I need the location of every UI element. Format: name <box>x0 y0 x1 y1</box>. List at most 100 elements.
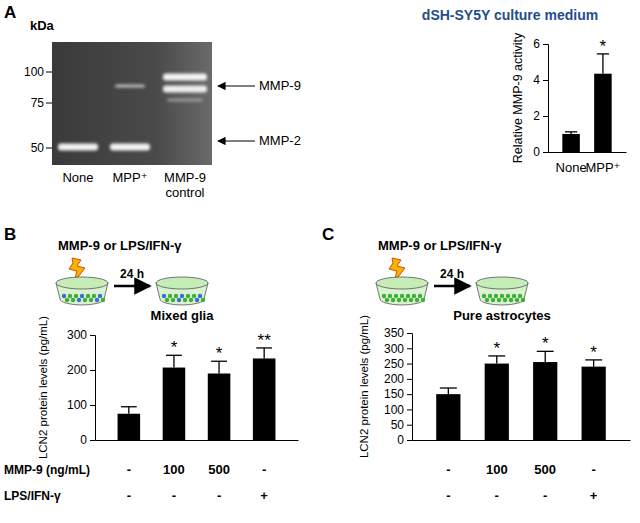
y-axis-title: LCN2 protein levels (pg/mL) <box>358 315 370 458</box>
cell <box>83 298 87 302</box>
culture-dish <box>376 277 428 305</box>
cell <box>171 298 175 302</box>
cell <box>192 294 196 298</box>
row-value: - <box>495 488 499 503</box>
cell <box>409 298 413 302</box>
y-tick-mark <box>543 80 548 81</box>
y-tick-label: 0 <box>397 433 404 447</box>
y-tick: 0 <box>533 145 548 159</box>
cell <box>500 294 504 298</box>
y-tick: 250 <box>384 357 412 371</box>
y-tick-mark <box>407 364 412 365</box>
gel-band <box>167 99 203 102</box>
y-tick: 4 <box>533 73 548 87</box>
gel-marker-label: 50 <box>31 141 45 155</box>
x-tick: None <box>556 152 587 175</box>
bar <box>118 414 141 440</box>
y-tick-mark <box>543 116 548 117</box>
cell <box>95 298 99 302</box>
x-axis-line <box>413 440 631 441</box>
cell <box>68 294 72 298</box>
chart-title: dSH-SY5Y culture medium <box>422 7 598 23</box>
row-value: + <box>590 488 598 503</box>
gel-marker-label: 75 <box>31 96 45 110</box>
y-tick-label: 4 <box>533 73 540 87</box>
cell <box>74 294 78 298</box>
cell <box>521 298 525 302</box>
gel-marker-label: 100 <box>24 65 44 79</box>
y-tick-label: 2 <box>533 109 540 123</box>
bar <box>562 134 580 152</box>
cell <box>485 298 489 302</box>
y-tick-label: 150 <box>384 387 404 401</box>
cell <box>385 298 389 302</box>
plot-marks <box>562 54 611 152</box>
cell <box>174 294 178 298</box>
band-label: MMP-9 <box>259 78 301 93</box>
gel-band <box>163 74 207 81</box>
schematic: MMP-9 or LPS/IFN-γ24 hMixed glia <box>56 238 214 323</box>
gel-marker-tick <box>46 103 52 104</box>
gel-unit-label: kDa <box>30 18 55 33</box>
cell <box>77 298 81 302</box>
y-tick: 200 <box>384 372 412 386</box>
y-tick-label: 300 <box>384 342 404 356</box>
gel-band <box>163 86 207 93</box>
y-tick: 150 <box>384 387 412 401</box>
cell <box>512 294 516 298</box>
row-value: - <box>127 462 131 477</box>
culture-dish <box>156 277 208 305</box>
y-axis-line <box>90 336 96 441</box>
y-tick-label: 250 <box>384 357 404 371</box>
y-tick-label: 0 <box>533 145 540 159</box>
cell <box>403 298 407 302</box>
cell <box>509 298 513 302</box>
cell <box>71 298 75 302</box>
plot-marks <box>436 351 606 440</box>
y-axis-line <box>407 334 413 441</box>
cell <box>488 294 492 298</box>
bar-chart: 0100200300****LCN2 protein levels (pg/mL… <box>4 316 299 503</box>
y-tick-label: 300 <box>67 328 87 342</box>
x-axis-line <box>549 152 627 153</box>
cell <box>412 294 416 298</box>
y-axis-title: Relative MMP-9 activity <box>511 32 525 163</box>
row-value: 100 <box>486 462 508 477</box>
row-value: - <box>446 462 450 477</box>
significance: * <box>542 334 549 353</box>
y-tick-mark <box>407 409 412 410</box>
error-bar-stem <box>448 388 449 394</box>
cell <box>195 298 199 302</box>
y-tick-mark <box>543 44 548 45</box>
cell <box>482 294 486 298</box>
y-tick-mark <box>407 440 412 441</box>
row-value: - <box>217 488 221 503</box>
y-tick: 0 <box>80 433 95 447</box>
error-bar <box>565 132 577 134</box>
y-tick-label: 200 <box>67 363 87 377</box>
cell <box>400 294 404 298</box>
cell <box>497 298 501 302</box>
gel-band <box>110 144 150 151</box>
bar <box>208 374 231 441</box>
y-tick-label: 350 <box>384 326 404 340</box>
y-tick-label: 0 <box>80 433 87 447</box>
y-tick: 100 <box>384 403 412 417</box>
row-value: - <box>127 488 131 503</box>
y-tick: 350 <box>384 326 412 340</box>
panel-title: MMP-9 or LPS/IFN-γ <box>58 238 182 253</box>
cell <box>162 294 166 298</box>
y-tick-mark <box>407 333 412 334</box>
row-label: MMP-9 (ng/mL) <box>4 463 90 477</box>
band-arrow <box>218 140 255 141</box>
cell <box>418 294 422 298</box>
culture-dish <box>476 277 528 305</box>
row-value: - <box>543 488 547 503</box>
y-tick-label: 100 <box>384 403 404 417</box>
significance: * <box>216 344 223 363</box>
cell <box>98 294 102 298</box>
y-tick-mark <box>90 440 95 441</box>
cell <box>503 298 507 302</box>
error-bar-stem <box>602 54 603 74</box>
time-label: 24 h <box>120 267 144 281</box>
